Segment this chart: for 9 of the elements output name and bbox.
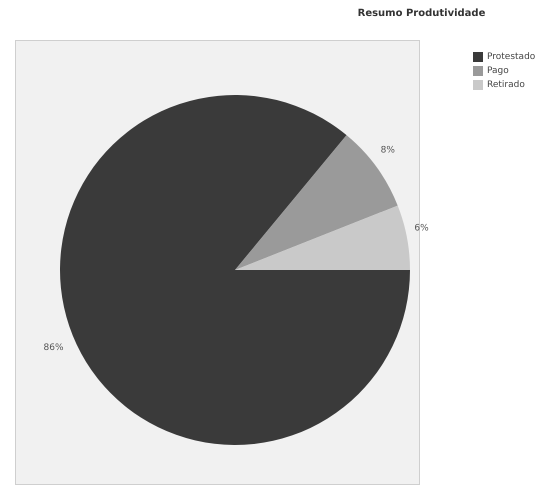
legend-label: Protestado <box>487 52 536 62</box>
legend-label: Retirado <box>487 80 525 90</box>
data-label: 8% <box>380 145 396 156</box>
data-label: 86% <box>44 343 64 354</box>
pie-slice <box>235 135 398 270</box>
data-label: 6% <box>414 223 430 234</box>
chart-title: Resumo Produtividade <box>358 8 486 19</box>
legend-label: Pago <box>487 66 509 76</box>
pie-slice <box>235 206 410 270</box>
